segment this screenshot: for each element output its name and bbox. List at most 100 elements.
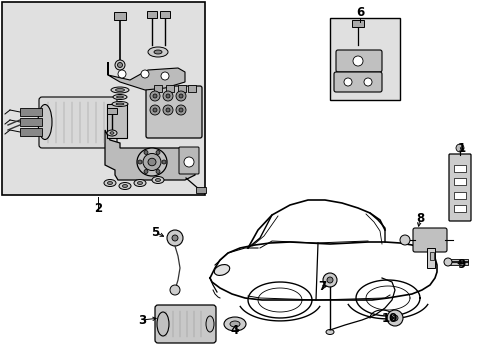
Bar [447, 259, 467, 265]
Bar [453, 165, 465, 172]
Circle shape [343, 78, 351, 86]
Ellipse shape [116, 96, 123, 98]
Circle shape [386, 310, 402, 326]
Circle shape [323, 273, 336, 287]
Ellipse shape [205, 316, 214, 332]
Ellipse shape [224, 317, 245, 331]
Circle shape [165, 94, 170, 98]
Circle shape [153, 108, 157, 112]
Ellipse shape [154, 50, 162, 54]
Circle shape [161, 72, 169, 80]
Circle shape [115, 60, 125, 70]
Bar [20, 108, 42, 116]
Text: 4: 4 [230, 324, 239, 337]
Text: 5: 5 [151, 225, 159, 239]
Text: 2: 2 [94, 202, 102, 215]
Bar [453, 205, 465, 212]
Bar [453, 178, 465, 185]
Ellipse shape [113, 95, 127, 99]
Ellipse shape [142, 153, 161, 171]
Ellipse shape [229, 321, 240, 327]
Circle shape [165, 108, 170, 112]
Bar [2, 2, 204, 195]
Circle shape [167, 230, 183, 246]
Circle shape [162, 160, 165, 164]
Circle shape [143, 150, 148, 154]
Circle shape [138, 160, 142, 164]
Ellipse shape [110, 132, 114, 134]
Text: 3: 3 [138, 314, 146, 327]
Ellipse shape [107, 130, 117, 136]
Circle shape [391, 315, 397, 321]
Circle shape [163, 91, 173, 101]
Text: 1: 1 [457, 141, 465, 154]
Text: 8: 8 [415, 212, 423, 225]
Circle shape [183, 157, 194, 167]
Ellipse shape [214, 265, 229, 275]
FancyBboxPatch shape [412, 228, 446, 252]
FancyBboxPatch shape [39, 97, 117, 148]
Circle shape [326, 277, 332, 283]
Bar [329, 18, 399, 100]
Bar [154, 85, 162, 92]
Ellipse shape [443, 258, 451, 266]
Circle shape [399, 235, 409, 245]
Circle shape [143, 170, 148, 174]
Bar [107, 108, 117, 114]
Circle shape [352, 56, 362, 66]
Ellipse shape [157, 312, 169, 336]
FancyBboxPatch shape [333, 72, 381, 92]
Ellipse shape [112, 102, 128, 107]
Ellipse shape [148, 47, 168, 57]
Circle shape [170, 285, 180, 295]
Ellipse shape [134, 180, 146, 186]
Circle shape [176, 91, 185, 101]
Ellipse shape [119, 183, 131, 189]
Circle shape [150, 91, 160, 101]
Bar [20, 118, 42, 126]
Bar [453, 192, 465, 199]
Polygon shape [105, 130, 195, 180]
Ellipse shape [111, 87, 129, 93]
Circle shape [156, 170, 160, 174]
Bar [351, 20, 363, 27]
Text: 7: 7 [317, 280, 325, 293]
Polygon shape [108, 62, 184, 90]
Circle shape [163, 105, 173, 115]
Bar [187, 85, 196, 92]
FancyBboxPatch shape [179, 147, 199, 174]
Ellipse shape [148, 158, 156, 166]
Ellipse shape [115, 89, 124, 91]
Bar [426, 248, 434, 268]
Circle shape [156, 150, 160, 154]
Bar [114, 12, 126, 20]
Text: 6: 6 [355, 5, 364, 18]
FancyBboxPatch shape [107, 104, 127, 138]
Text: 9: 9 [457, 257, 465, 270]
Ellipse shape [155, 179, 160, 181]
Bar [165, 85, 174, 92]
Circle shape [176, 105, 185, 115]
FancyBboxPatch shape [146, 86, 202, 138]
Bar [429, 252, 433, 260]
Ellipse shape [116, 103, 124, 105]
Ellipse shape [137, 148, 167, 176]
Circle shape [117, 63, 122, 68]
FancyBboxPatch shape [335, 50, 381, 72]
Circle shape [455, 144, 463, 152]
Circle shape [153, 94, 157, 98]
Ellipse shape [325, 329, 333, 334]
Ellipse shape [107, 181, 112, 185]
Bar [160, 11, 170, 18]
Ellipse shape [152, 176, 163, 184]
FancyBboxPatch shape [448, 154, 470, 221]
Bar [196, 187, 205, 193]
Bar [147, 11, 157, 18]
Ellipse shape [122, 185, 127, 188]
Ellipse shape [38, 104, 52, 140]
Bar [178, 85, 185, 92]
Ellipse shape [104, 180, 116, 186]
Circle shape [150, 105, 160, 115]
Circle shape [363, 78, 371, 86]
Ellipse shape [137, 181, 142, 185]
